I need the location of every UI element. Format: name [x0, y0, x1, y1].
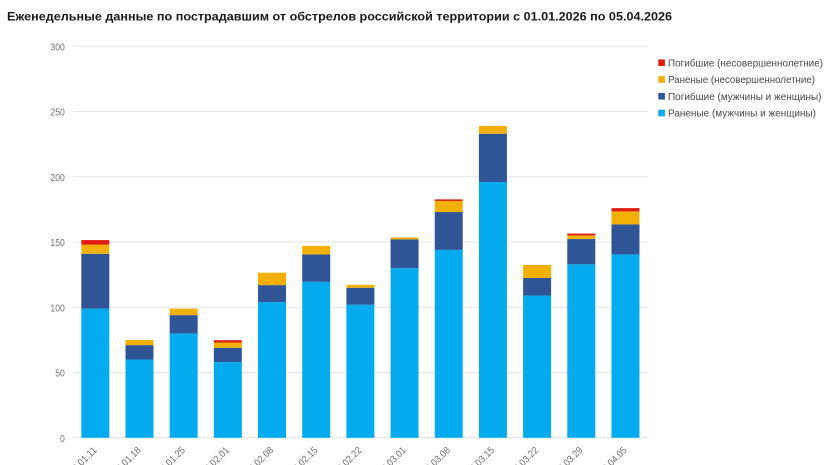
svg-text:Раненые (несовершеннолетние): Раненые (несовершеннолетние) [668, 74, 815, 86]
svg-text:Раненые (мужчины и женщины): Раненые (мужчины и женщины) [668, 108, 816, 120]
svg-text:200: 200 [50, 173, 65, 184]
svg-text:100: 100 [50, 303, 65, 314]
svg-text:0: 0 [60, 434, 65, 445]
svg-text:Погибшие (мужчины и женщины): Погибшие (мужчины и женщины) [668, 91, 822, 103]
svg-text:50: 50 [55, 369, 65, 380]
svg-text:Погибшие (несовершеннолетние): Погибшие (несовершеннолетние) [668, 57, 823, 69]
svg-text:150: 150 [50, 238, 65, 249]
svg-text:Еженедельные данные по пострад: Еженедельные данные по пострадавшим от о… [7, 9, 672, 23]
svg-text:250: 250 [50, 108, 65, 119]
svg-text:300: 300 [50, 42, 65, 53]
